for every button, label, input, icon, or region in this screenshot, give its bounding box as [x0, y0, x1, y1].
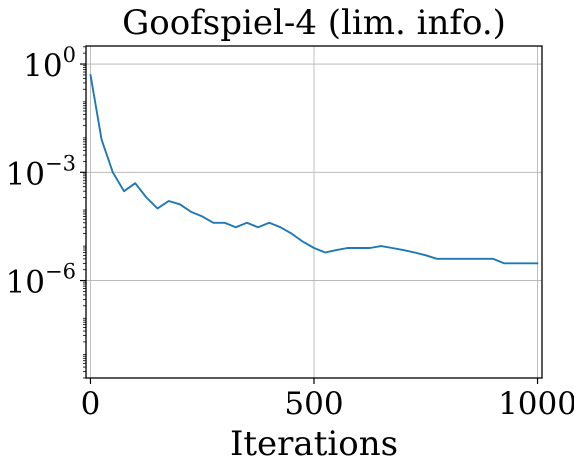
x-tick-label: 0	[81, 386, 101, 422]
y-tick-base: 10	[6, 156, 45, 192]
x-tick-label: 500	[284, 386, 343, 422]
grid	[86, 46, 542, 378]
x-axis-label: Iterations	[230, 424, 398, 464]
chart-title: Goofspiel-4 (lim. info.)	[122, 3, 506, 43]
series-line-1	[89, 73, 539, 265]
y-tick-base: 10	[23, 48, 62, 84]
y-tick-label: 10−6	[6, 260, 76, 301]
y-tick-exponent: −6	[45, 260, 76, 284]
y-tick-label: 100	[23, 43, 76, 84]
x-tick-label: 1000	[498, 386, 574, 422]
y-tick-exponent: −3	[45, 151, 76, 175]
y-tick-base: 10	[6, 265, 45, 301]
y-tick-label: 10−3	[6, 151, 76, 192]
series-layer	[89, 73, 539, 265]
y-tick-exponent: 0	[63, 43, 76, 67]
